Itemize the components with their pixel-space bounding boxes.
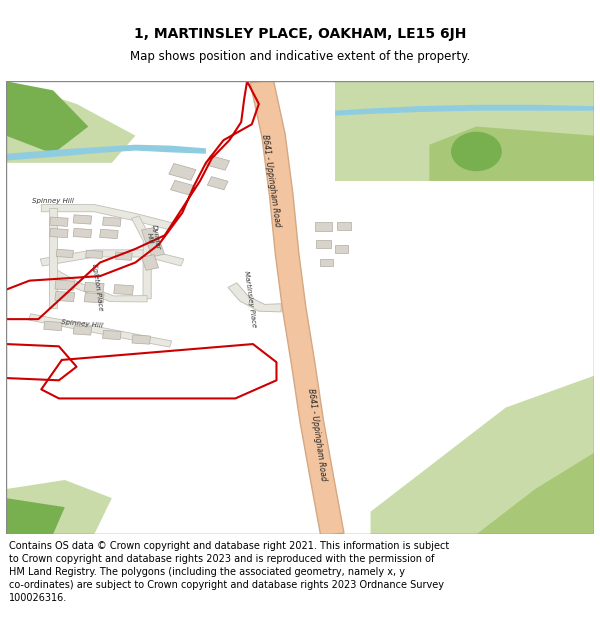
Polygon shape (86, 250, 103, 259)
Polygon shape (50, 269, 147, 302)
Polygon shape (430, 126, 594, 181)
Text: 1, MARTINSLEY PLACE, OAKHAM, LE15 6JH: 1, MARTINSLEY PLACE, OAKHAM, LE15 6JH (134, 28, 466, 41)
Polygon shape (73, 326, 92, 335)
Polygon shape (170, 181, 194, 195)
Polygon shape (314, 222, 332, 231)
Polygon shape (73, 228, 92, 238)
Text: Map shows position and indicative extent of the property.: Map shows position and indicative extent… (130, 50, 470, 62)
Polygon shape (335, 105, 594, 116)
Polygon shape (142, 228, 158, 243)
Polygon shape (115, 252, 132, 261)
Text: Spinney Hill: Spinney Hill (32, 198, 74, 204)
Polygon shape (29, 314, 172, 347)
Polygon shape (148, 241, 164, 257)
Text: Martinsley Place: Martinsley Place (243, 270, 257, 328)
Text: Contains OS data © Crown copyright and database right 2021. This information is : Contains OS data © Crown copyright and d… (9, 541, 449, 603)
Polygon shape (114, 284, 133, 295)
Polygon shape (337, 222, 352, 231)
Polygon shape (6, 81, 88, 154)
Polygon shape (6, 144, 206, 161)
Polygon shape (49, 208, 57, 308)
Polygon shape (103, 331, 121, 339)
Polygon shape (55, 280, 74, 290)
Polygon shape (250, 80, 344, 536)
Polygon shape (316, 240, 331, 249)
Polygon shape (50, 228, 68, 238)
Polygon shape (56, 249, 73, 258)
Text: Egleton Place: Egleton Place (91, 264, 103, 311)
Text: B641 - Uppingham Road: B641 - Uppingham Road (260, 134, 281, 228)
Polygon shape (228, 283, 281, 312)
Polygon shape (6, 480, 112, 534)
Text: B641 - Uppingham Road: B641 - Uppingham Road (305, 388, 328, 481)
Polygon shape (335, 245, 347, 252)
Polygon shape (132, 335, 151, 344)
Polygon shape (335, 81, 594, 181)
Polygon shape (142, 254, 158, 271)
Text: Spinney Hill: Spinney Hill (61, 319, 104, 329)
Polygon shape (103, 217, 121, 226)
Polygon shape (85, 292, 104, 303)
Polygon shape (371, 376, 594, 534)
Polygon shape (44, 321, 62, 331)
Polygon shape (100, 229, 118, 239)
Polygon shape (50, 217, 68, 226)
Polygon shape (320, 259, 333, 266)
Polygon shape (131, 216, 151, 299)
Polygon shape (73, 215, 92, 224)
Circle shape (452, 132, 501, 171)
Polygon shape (6, 498, 65, 534)
Polygon shape (6, 81, 136, 162)
Polygon shape (85, 282, 104, 292)
Polygon shape (206, 156, 230, 170)
Polygon shape (476, 452, 594, 534)
Text: Dynner
Hill: Dynner Hill (145, 224, 161, 251)
Polygon shape (41, 204, 172, 230)
Polygon shape (40, 250, 184, 266)
Polygon shape (169, 164, 196, 180)
Polygon shape (208, 177, 228, 190)
Polygon shape (55, 291, 74, 302)
